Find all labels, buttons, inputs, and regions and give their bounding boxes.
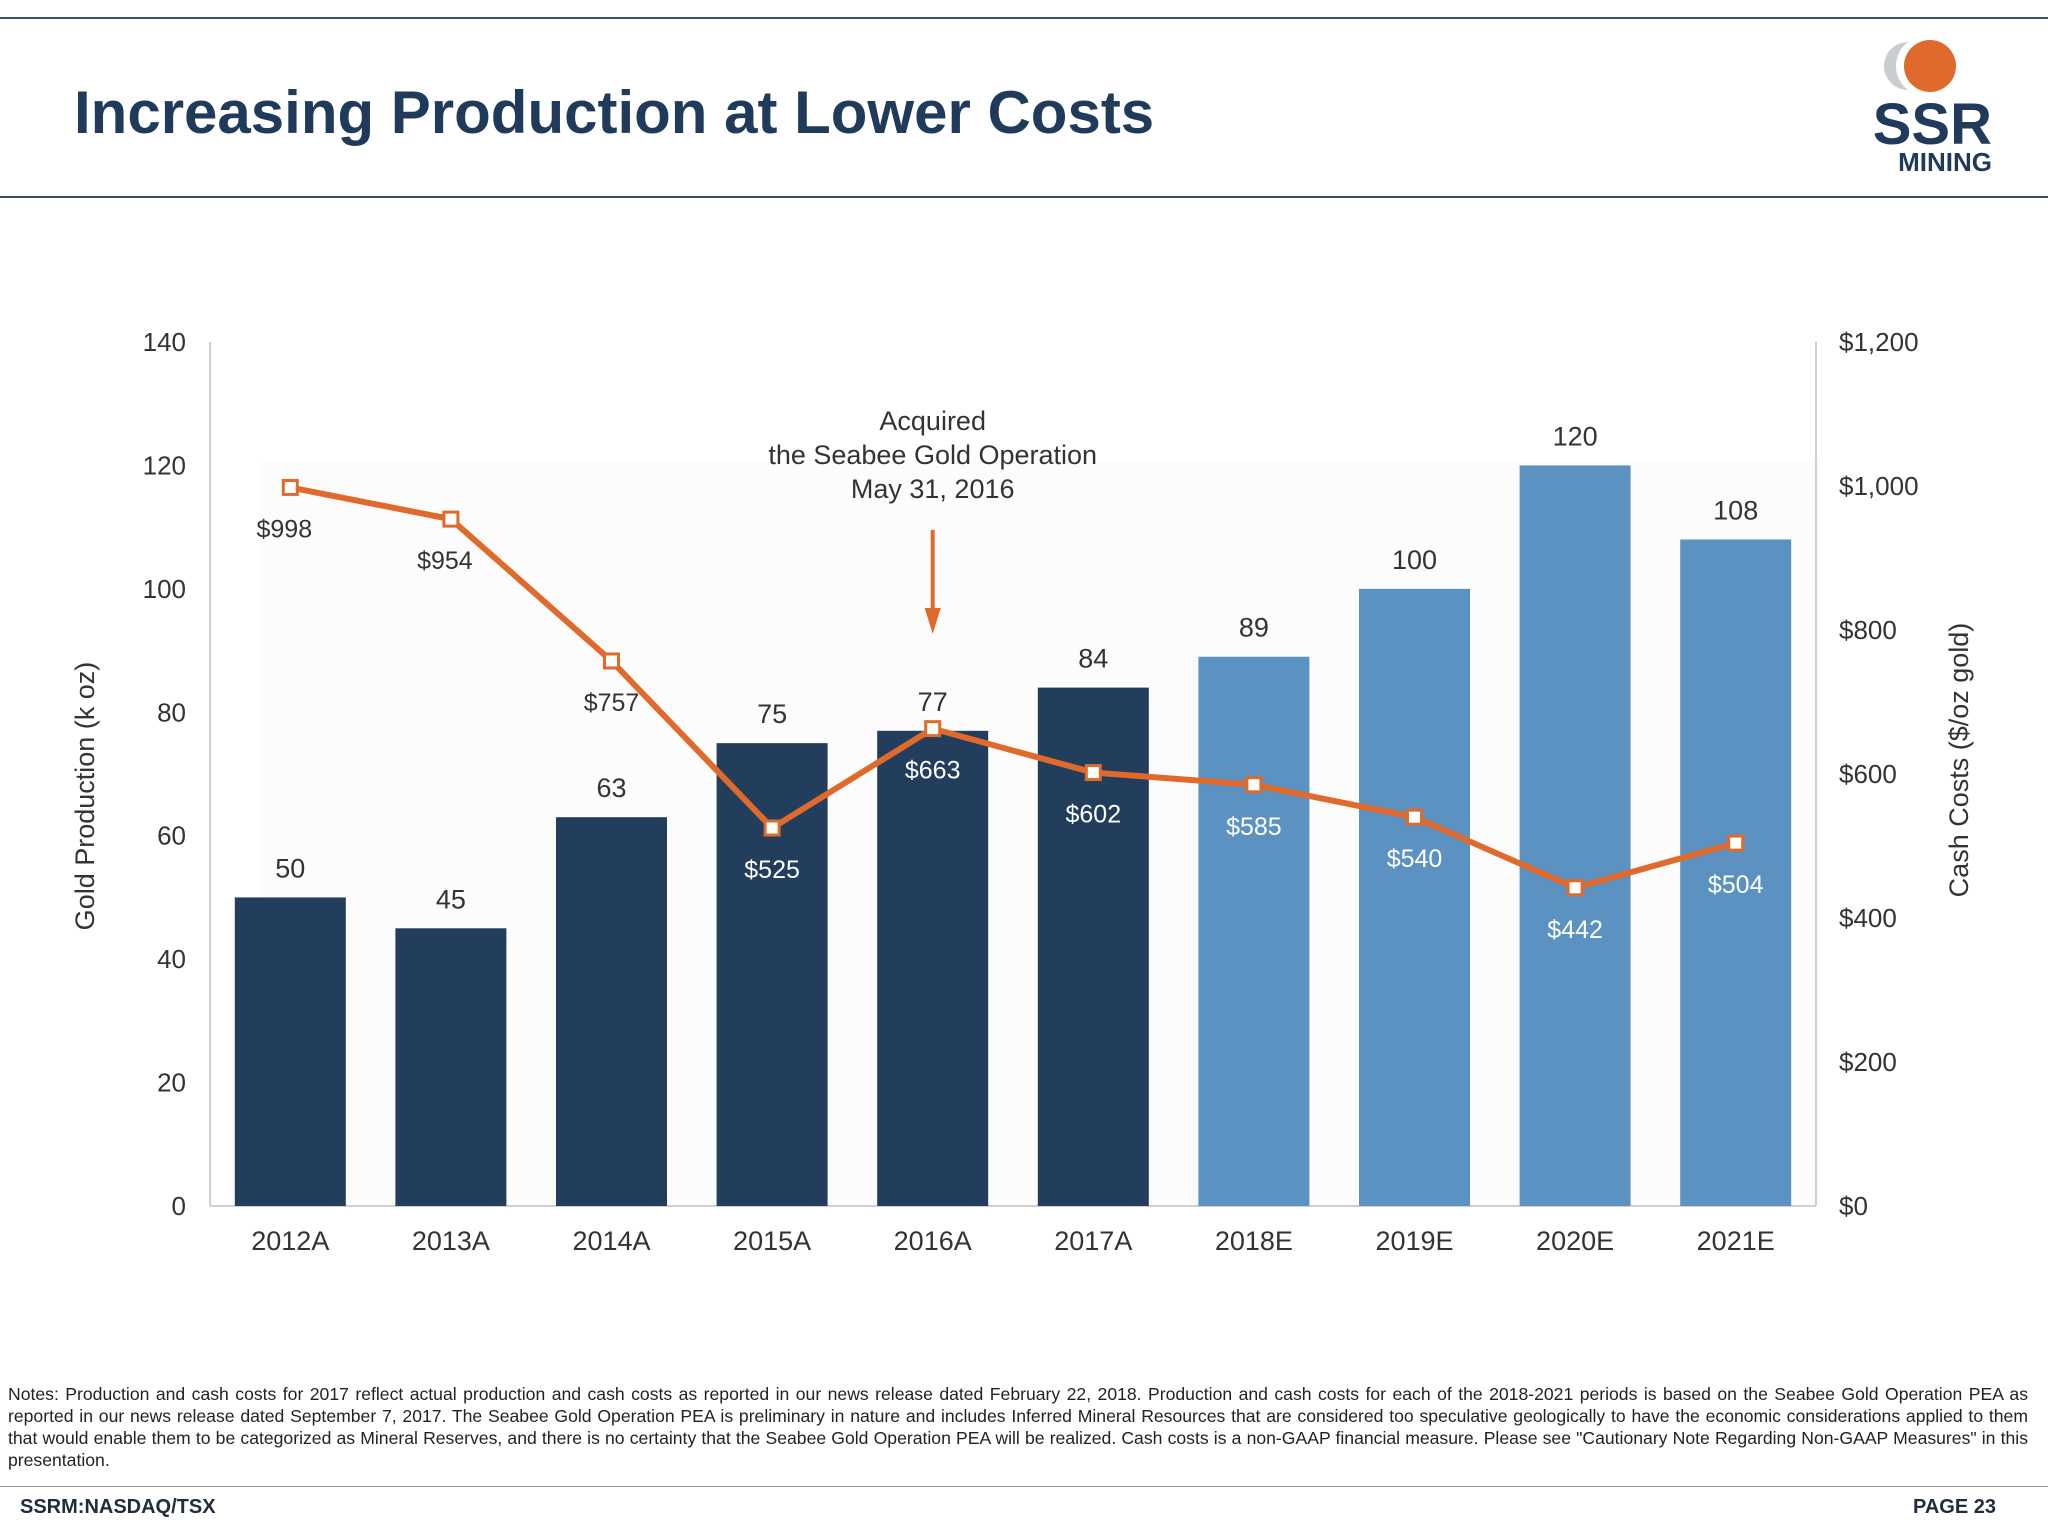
left-tick-label: 120 xyxy=(143,450,186,480)
x-category-label: 2014A xyxy=(572,1226,650,1256)
annotation-line: May 31, 2016 xyxy=(851,474,1015,504)
production-bar xyxy=(1519,465,1631,1206)
production-bar-labels: 50 45 63 75 77 84 89 100 120 108 xyxy=(275,421,1758,914)
footer-page-number: PAGE 23 xyxy=(1913,1496,1996,1518)
cash-cost-marker xyxy=(1084,764,1102,782)
logo-grey-crescent xyxy=(1884,42,1908,90)
cash-cost-value-label: $540 xyxy=(1387,845,1443,873)
right-tick-label: $1,000 xyxy=(1839,471,1919,501)
bar-value-label: 100 xyxy=(1392,545,1437,575)
cash-cost-marker xyxy=(1245,776,1263,794)
acquisition-annotation: Acquired the Seabee Gold Operation May 31,… xyxy=(768,406,1097,634)
bar-value-label: 45 xyxy=(436,884,466,914)
header-divider xyxy=(0,196,2048,198)
bar-value-label: 63 xyxy=(596,773,626,803)
x-category-label: 2013A xyxy=(412,1226,490,1256)
production-bar xyxy=(1359,588,1470,1206)
production-bar xyxy=(556,817,667,1206)
production-bar xyxy=(234,897,346,1206)
left-tick-label: 140 xyxy=(143,327,186,357)
production-cost-chart: 0 20 40 60 80 100 120 140 $0 $200 $400 $600 $800 $1,… xyxy=(70,327,1974,1256)
bar-value-label: 84 xyxy=(1078,644,1108,674)
cash-cost-marker xyxy=(442,510,460,528)
logo-mining-text: MINING xyxy=(1898,147,1992,176)
production-bar xyxy=(1198,656,1310,1206)
x-category-label: 2021E xyxy=(1697,1226,1775,1256)
left-tick-label: 40 xyxy=(157,944,186,974)
production-bar xyxy=(395,928,507,1206)
right-tick-label: $0 xyxy=(1839,1191,1868,1221)
production-bar xyxy=(877,730,989,1206)
bar-value-label: 120 xyxy=(1553,421,1598,451)
footer-ticker: SSRM:NASDAQ/TSX xyxy=(20,1496,216,1518)
cash-cost-marker xyxy=(603,652,620,670)
left-axis-ticks: 0 20 40 60 80 100 120 140 xyxy=(143,327,186,1221)
cash-cost-line xyxy=(281,478,1745,897)
left-axis-title: Gold Production (k oz) xyxy=(70,662,100,931)
logo-orange-dot xyxy=(1904,40,1956,92)
cash-cost-marker xyxy=(281,478,299,496)
bar-value-label: 89 xyxy=(1239,613,1269,643)
right-tick-label: $800 xyxy=(1839,615,1897,645)
ssr-mining-logo: SSR MINING xyxy=(1873,40,1992,176)
footer-divider xyxy=(0,1486,2048,1487)
cash-cost-value-label: $525 xyxy=(744,856,800,884)
right-axis-title: Cash Costs ($/oz gold) xyxy=(1944,623,1974,898)
cash-cost-marker xyxy=(1566,879,1584,897)
cash-cost-value-label: $602 xyxy=(1065,801,1121,829)
x-category-label: 2016A xyxy=(894,1226,972,1256)
left-tick-label: 20 xyxy=(157,1068,186,1098)
left-tick-label: 0 xyxy=(172,1191,186,1221)
left-tick-label: 100 xyxy=(143,574,186,604)
right-axis-ticks: $0 $200 $400 $600 $800 $1,000 $1,200 xyxy=(1839,327,1919,1221)
cash-cost-marker xyxy=(763,819,781,837)
bar-value-label: 108 xyxy=(1713,495,1758,525)
left-tick-label: 60 xyxy=(157,821,186,851)
right-tick-label: $400 xyxy=(1839,903,1897,933)
x-category-label: 2012A xyxy=(251,1226,329,1256)
footnote-text: Notes: Production and cash costs for 201… xyxy=(8,1384,2028,1470)
cash-cost-value-label: $757 xyxy=(584,689,640,717)
left-tick-label: 80 xyxy=(157,697,186,727)
cash-cost-marker xyxy=(924,720,942,738)
bar-value-label: 75 xyxy=(757,699,787,729)
top-rule xyxy=(0,17,2048,19)
cash-cost-polyline xyxy=(289,484,1737,891)
annotation-arrow-head xyxy=(924,608,941,634)
cash-cost-value-label: $954 xyxy=(417,547,473,575)
production-bar xyxy=(716,743,828,1206)
production-bars xyxy=(234,465,1792,1206)
x-category-label: 2018E xyxy=(1215,1226,1293,1256)
cash-cost-marker xyxy=(1727,834,1745,852)
cash-cost-marker xyxy=(1406,808,1423,826)
cash-cost-value-label: $504 xyxy=(1708,871,1764,899)
cash-cost-value-label: $585 xyxy=(1226,813,1282,841)
logo-ssr-text: SSR xyxy=(1873,92,1992,157)
right-tick-label: $200 xyxy=(1839,1047,1897,1077)
annotation-line: the Seabee Gold Operation xyxy=(768,440,1097,470)
x-category-label: 2015A xyxy=(733,1226,811,1256)
cash-cost-value-label: $998 xyxy=(256,515,312,543)
x-axis-labels: 2012A 2013A 2014A 2015A 2016A 2017A 2018E 2019E… xyxy=(251,1226,1774,1256)
cash-cost-value-label: $663 xyxy=(905,757,961,785)
bar-value-label: 77 xyxy=(918,687,948,717)
x-category-label: 2019E xyxy=(1375,1226,1453,1256)
cash-cost-value-label: $442 xyxy=(1547,916,1603,944)
right-tick-label: $1,200 xyxy=(1839,327,1919,357)
bar-value-label: 50 xyxy=(275,853,305,883)
x-category-label: 2020E xyxy=(1536,1226,1614,1256)
page-title: Increasing Production at Lower Costs xyxy=(74,79,1155,146)
x-category-label: 2017A xyxy=(1054,1226,1132,1256)
cash-cost-labels: $998 $954 $757 $525 $663 $602 $585 $540 $442 $504 xyxy=(256,515,1763,943)
annotation-line: Acquired xyxy=(879,406,986,436)
right-tick-label: $600 xyxy=(1839,759,1897,789)
production-bar xyxy=(1680,539,1792,1206)
